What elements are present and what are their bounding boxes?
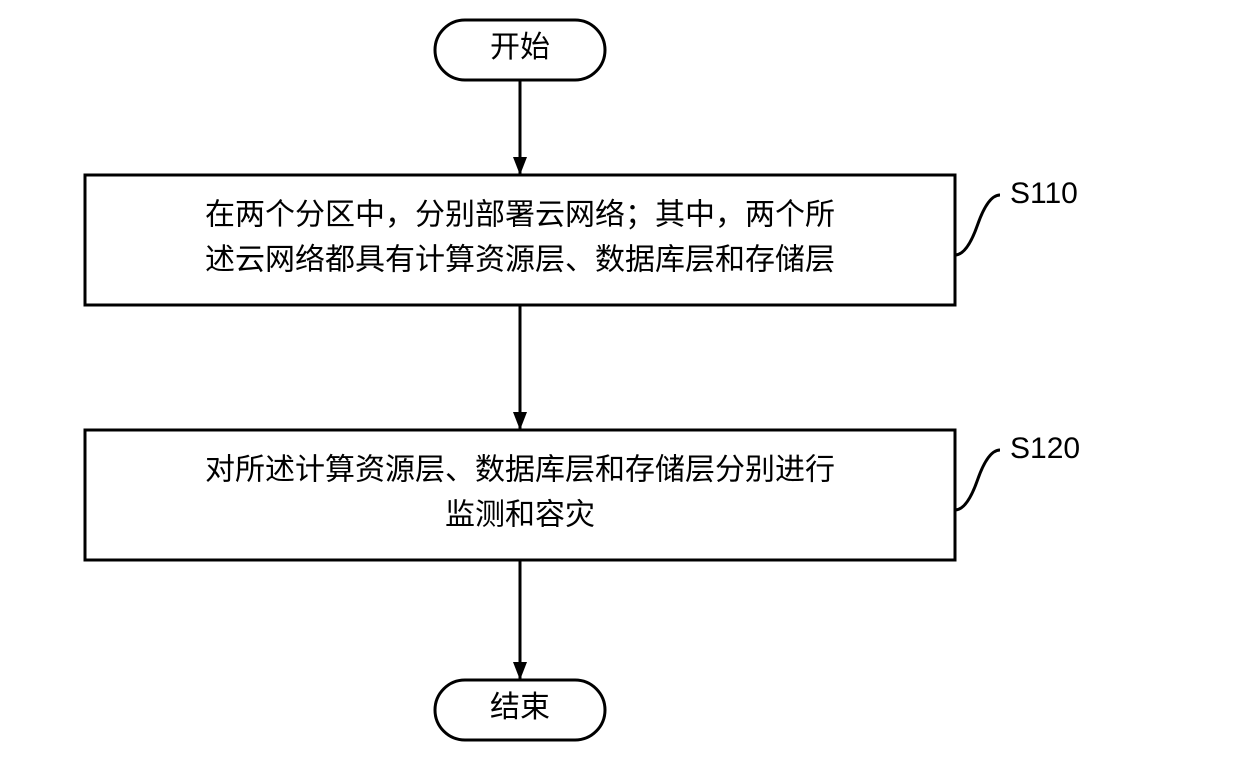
callout-connector-s120 bbox=[955, 450, 1000, 510]
node-end-line-0: 结束 bbox=[490, 691, 550, 724]
node-start-line-0: 开始 bbox=[490, 31, 550, 64]
step-label-s120: S120 bbox=[1010, 432, 1080, 465]
edge-arrowhead bbox=[513, 662, 527, 680]
flowchart-canvas: 开始在两个分区中，分别部署云网络；其中，两个所述云网络都具有计算资源层、数据库层… bbox=[0, 0, 1240, 775]
edge-arrowhead bbox=[513, 412, 527, 430]
node-s110-line-0: 在两个分区中，分别部署云网络；其中，两个所 bbox=[205, 198, 835, 231]
node-s120: 对所述计算资源层、数据库层和存储层分别进行监测和容灾 bbox=[85, 430, 955, 560]
callout-connector-s110 bbox=[955, 195, 1000, 255]
node-s120-line-1: 监测和容灾 bbox=[445, 498, 595, 531]
node-s110: 在两个分区中，分别部署云网络；其中，两个所述云网络都具有计算资源层、数据库层和存… bbox=[85, 175, 955, 305]
node-s120-line-0: 对所述计算资源层、数据库层和存储层分别进行 bbox=[205, 453, 835, 486]
node-start: 开始 bbox=[435, 20, 605, 80]
step-label-s110: S110 bbox=[1010, 177, 1078, 210]
node-end: 结束 bbox=[435, 680, 605, 740]
edge-arrowhead bbox=[513, 157, 527, 175]
node-s110-line-1: 述云网络都具有计算资源层、数据库层和存储层 bbox=[205, 243, 835, 276]
